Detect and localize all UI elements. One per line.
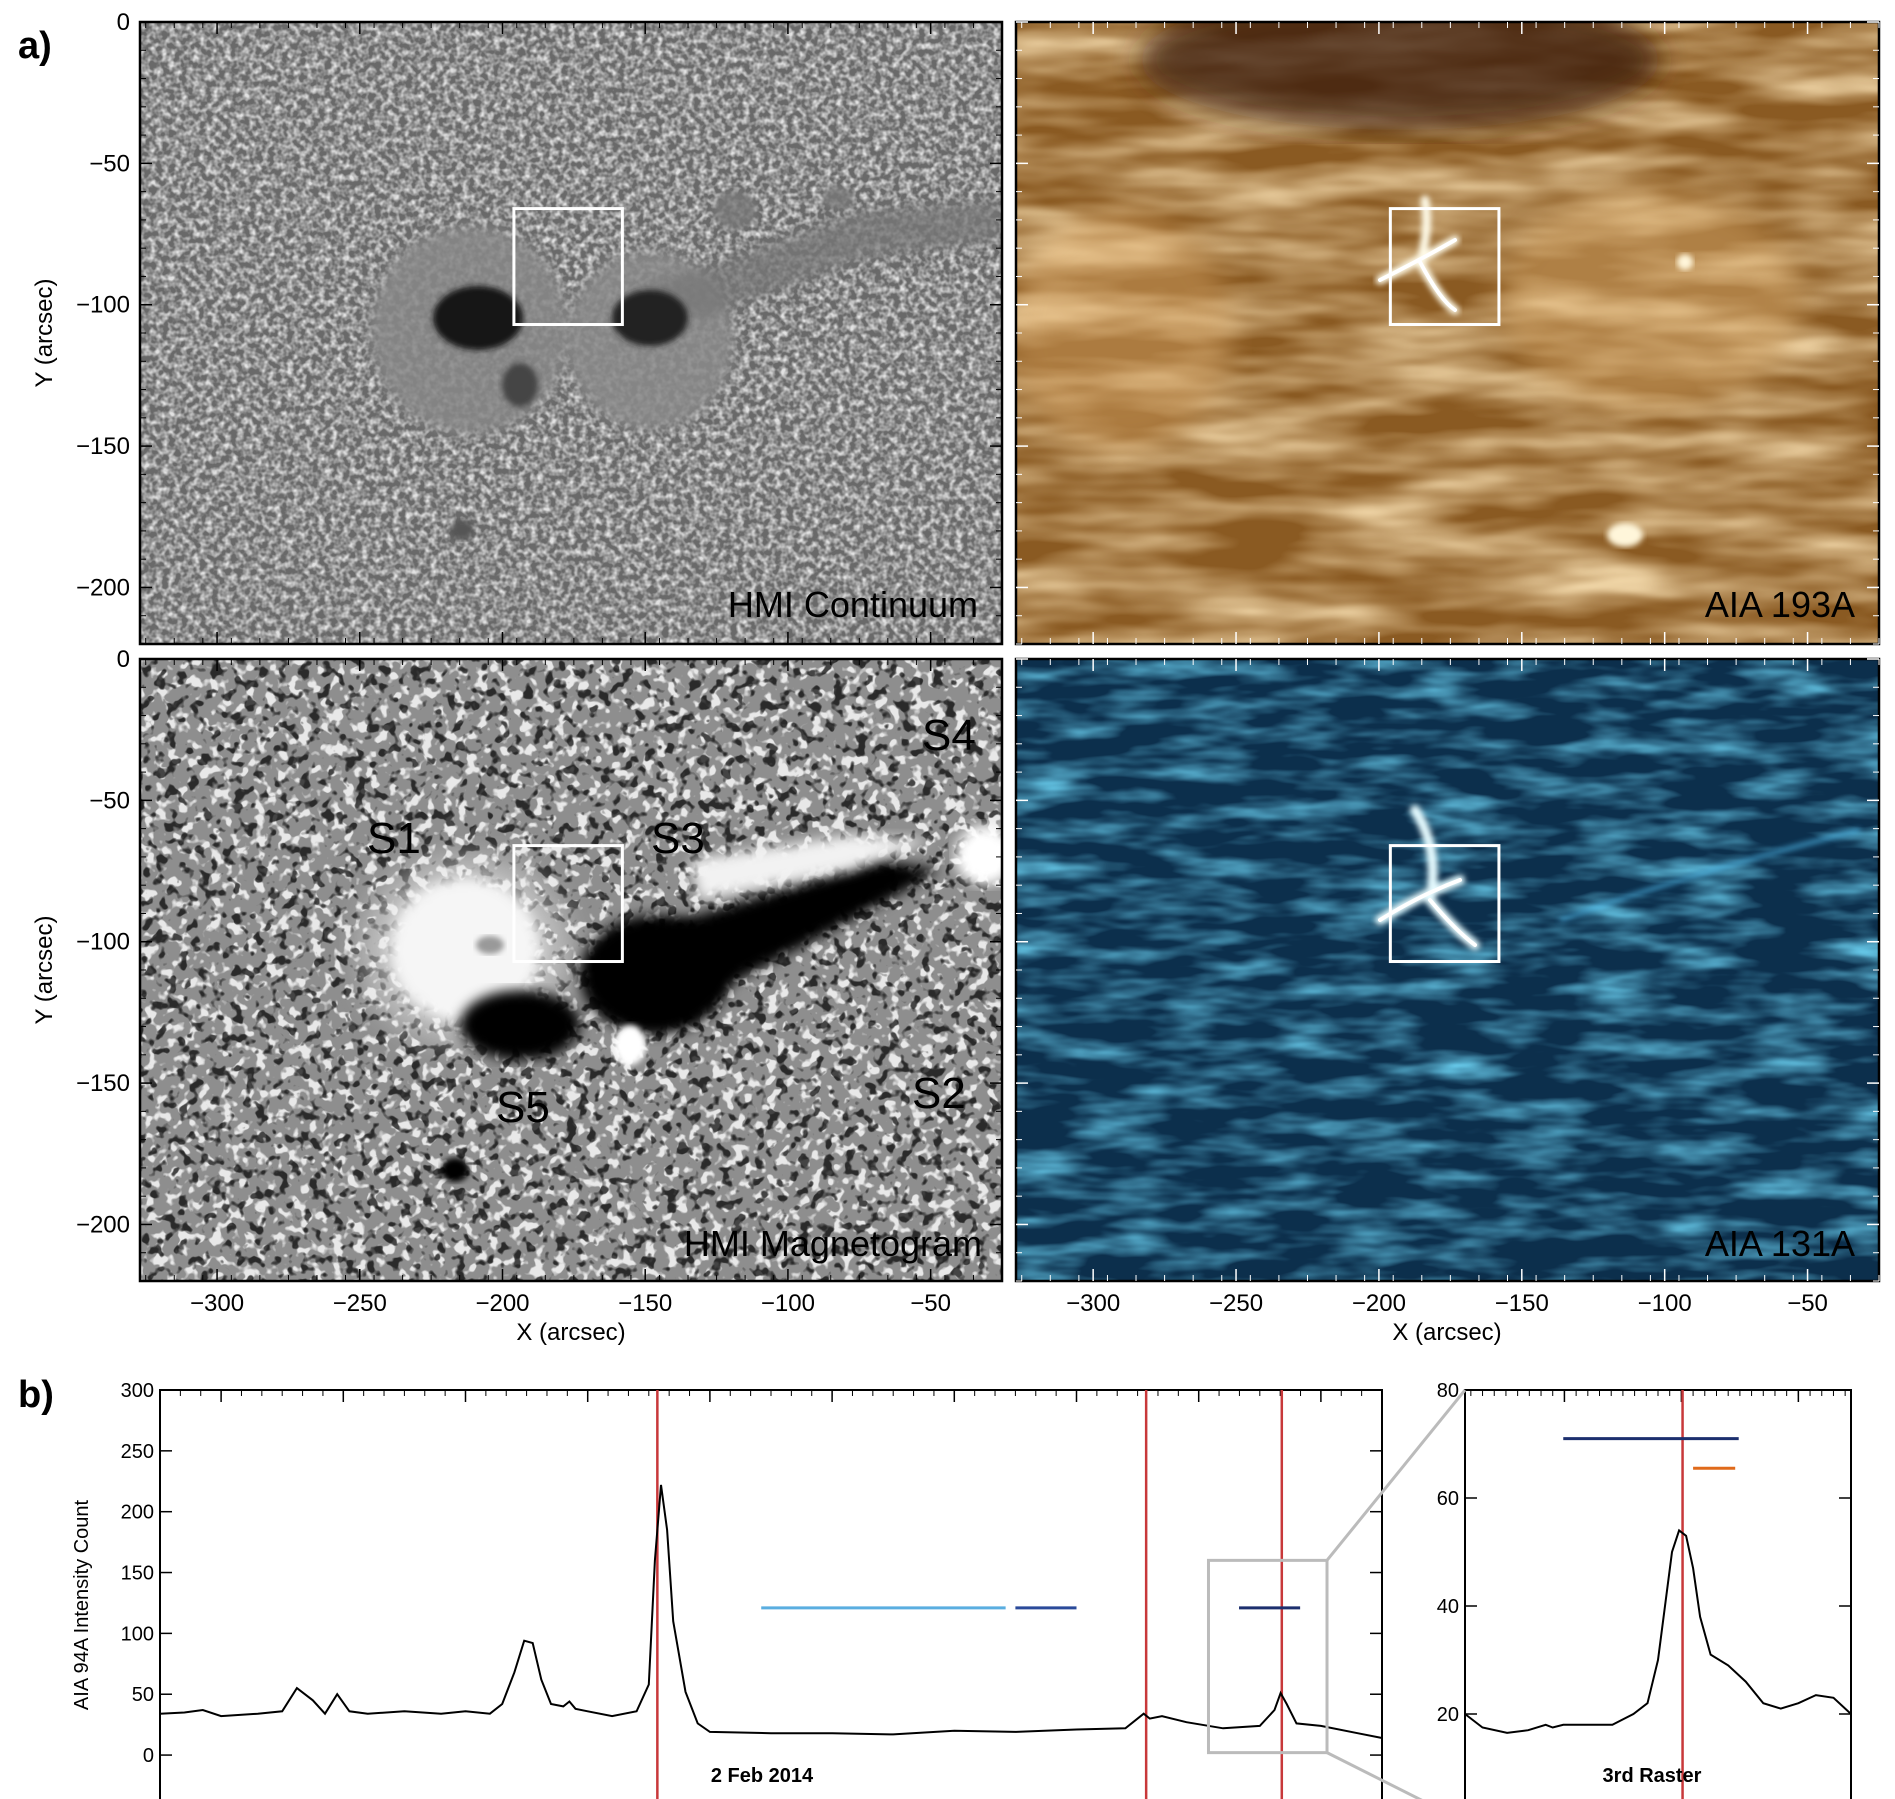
ylabel-bottom: Y (arcsec) <box>31 916 58 1025</box>
region-label-s5: S5 <box>496 1083 550 1132</box>
label-hmi-continuum: HMI Continuum <box>728 584 978 625</box>
b2-xlabel: 3rd Raster <box>1603 1765 1702 1787</box>
light-curve-zoom: 02040608014:2014:4015:00 <box>1437 1380 1852 1799</box>
y-tick-label: 0 <box>117 646 130 673</box>
x-tick-label: −200 <box>475 1290 529 1317</box>
x-tick-label: −50 <box>910 1290 951 1317</box>
y-tick-label: 60 <box>1437 1488 1459 1510</box>
y-tick-label: 40 <box>1437 1596 1459 1618</box>
ylabel-top: Y (arcsec) <box>31 279 58 388</box>
y-tick-label: 250 <box>121 1441 154 1463</box>
box-magnetogram <box>512 844 624 964</box>
x-tick-label: −150 <box>1495 1290 1549 1317</box>
y-tick-label: −100 <box>76 292 130 319</box>
box-aia193 <box>1388 207 1501 327</box>
hmi-continuum-image <box>140 22 1002 644</box>
y-tick-label: 300 <box>121 1380 154 1402</box>
label-hmi-magnetogram: HMI Magnetogram <box>684 1223 982 1264</box>
zoom-connector-bottom <box>1326 1751 1423 1799</box>
y-tick-label: 100 <box>121 1623 154 1645</box>
y-tick-label: 200 <box>121 1502 154 1524</box>
x-tick-label: −250 <box>333 1290 387 1317</box>
y-tick-label: −50 <box>89 150 130 177</box>
intensity-curve <box>1464 1528 1852 1734</box>
b1-ylabel: AIA 94A Intensity Count <box>71 1499 93 1710</box>
y-tick-label: 80 <box>1437 1380 1459 1402</box>
label-aia-131: AIA 131A <box>1705 1223 1855 1264</box>
region-label-s4: S4 <box>922 711 976 760</box>
zoom-box <box>1206 1558 1329 1755</box>
zoom-connector <box>1206 1389 1467 1799</box>
label-aia-193: AIA 193A <box>1705 584 1855 625</box>
x-tick-label: −100 <box>1638 1290 1692 1317</box>
region-label-s1: S1 <box>367 814 421 863</box>
x-tick-label: −150 <box>618 1290 672 1317</box>
y-tick-label: 0 <box>143 1745 154 1767</box>
y-tick-label: −200 <box>76 1211 130 1238</box>
hmi-magnetogram-image <box>140 659 1002 1281</box>
panel-b-label: b) <box>18 1374 54 1416</box>
y-tick-label: −150 <box>76 433 130 460</box>
x-tick-label: −300 <box>1066 1290 1120 1317</box>
y-tick-label: −100 <box>76 929 130 956</box>
light-curve-main: −5005010015020025030006:0007:0008:0009:0… <box>121 1380 1383 1799</box>
region-label-s3: S3 <box>651 814 705 863</box>
xlabel-left: X (arcsec) <box>516 1319 625 1346</box>
y-tick-label: 50 <box>132 1684 154 1706</box>
b1-xlabel: 2 Feb 2014 <box>711 1765 814 1787</box>
xlabel-right: X (arcsec) <box>1392 1319 1501 1346</box>
panel-a-label: a) <box>18 25 52 67</box>
y-tick-label: −150 <box>76 1070 130 1097</box>
y-tick-label: 20 <box>1437 1704 1459 1726</box>
y-tick-label: 150 <box>121 1563 154 1585</box>
aia-193-image <box>1016 22 1879 644</box>
x-tick-label: −300 <box>190 1290 244 1317</box>
zoom-connector-top <box>1325 1389 1467 1562</box>
x-tick-label: −250 <box>1209 1290 1263 1317</box>
panel-a-axes: 0 −50 −100 −150 −200 −300 −250 −200 −150 −100 −50 0… <box>76 9 1880 1317</box>
x-tick-label: −200 <box>1352 1290 1406 1317</box>
box-aia131 <box>1388 844 1501 964</box>
y-tick-label: −200 <box>76 574 130 601</box>
region-label-s2: S2 <box>912 1069 966 1118</box>
y-tick-label: 0 <box>117 9 130 36</box>
x-tick-label: −100 <box>761 1290 815 1317</box>
x-tick-label: −50 <box>1787 1290 1828 1317</box>
y-tick-label: −50 <box>89 787 130 814</box>
intensity-curve <box>159 1484 1383 1739</box>
box-continuum <box>512 207 624 327</box>
aia-131-image <box>1016 659 1879 1281</box>
